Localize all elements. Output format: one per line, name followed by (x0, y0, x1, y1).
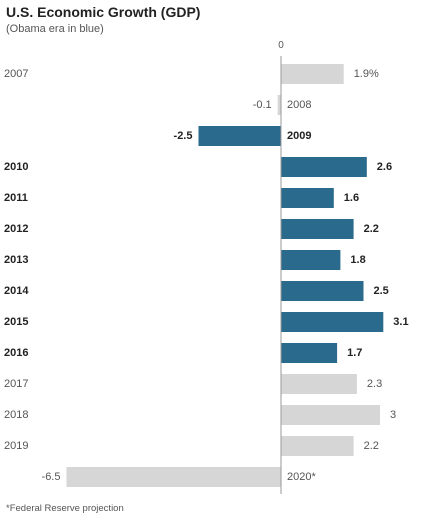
bar-2007 (281, 64, 344, 84)
bar-2020 (66, 467, 281, 487)
category-label: 2011 (4, 192, 28, 204)
value-label: 2.6 (377, 161, 392, 173)
bar-2012 (281, 219, 354, 239)
value-label: 1.7 (347, 347, 362, 359)
bar-2019 (281, 436, 354, 456)
value-label: -6.5 (42, 471, 61, 483)
bar-2008 (277, 95, 281, 115)
category-label: 2009 (287, 130, 311, 142)
value-label: 3 (390, 409, 396, 421)
category-label: 2017 (4, 378, 28, 390)
category-label: 2007 (4, 68, 28, 80)
bar-2010 (281, 157, 367, 177)
bar-2013 (281, 250, 341, 270)
bar-2016 (281, 343, 338, 363)
value-label: 2.3 (367, 378, 382, 390)
bar-2011 (281, 188, 334, 208)
value-label: 1.9% (354, 68, 379, 80)
category-label: 2020* (287, 471, 316, 483)
bar-2015 (281, 312, 384, 332)
category-label: 2019 (4, 440, 28, 452)
value-label: -2.5 (174, 130, 193, 142)
category-label: 2010 (4, 161, 28, 173)
zero-tick-label: 0 (278, 40, 284, 51)
category-label: 2013 (4, 254, 28, 266)
value-label: 1.6 (344, 192, 359, 204)
category-label: 2008 (287, 99, 311, 111)
category-label: 2018 (4, 409, 28, 421)
chart-subtitle: (Obama era in blue) (6, 23, 104, 35)
category-label: 2015 (4, 316, 28, 328)
value-label: 2.2 (364, 440, 379, 452)
bar-2018 (281, 405, 380, 425)
bar-2014 (281, 281, 364, 301)
category-label: 2012 (4, 223, 28, 235)
category-label: 2016 (4, 347, 28, 359)
value-label: -0.1 (253, 99, 272, 111)
chart-title: U.S. Economic Growth (GDP) (6, 4, 201, 20)
value-label: 2.2 (364, 223, 379, 235)
category-label: 2014 (4, 285, 29, 297)
bar-2017 (281, 374, 357, 394)
value-label: 3.1 (393, 316, 408, 328)
value-label: 1.8 (350, 254, 365, 266)
footnote: *Federal Reserve projection (6, 503, 124, 514)
value-label: 2.5 (374, 285, 389, 297)
bar-2009 (198, 126, 281, 146)
